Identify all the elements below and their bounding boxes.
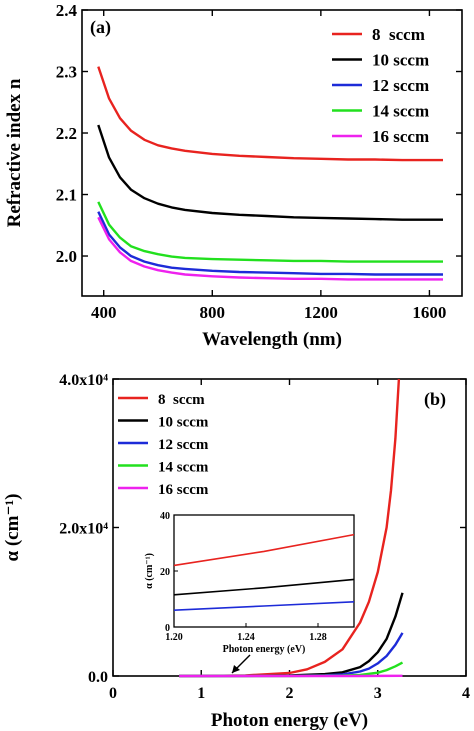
y-tick-label: 2.0 <box>56 247 77 266</box>
x-axis-label: Wavelength (nm) <box>202 329 342 350</box>
legend-label-1: 8 sccm <box>158 392 205 408</box>
legend-label-2: 10 sccm <box>372 51 429 70</box>
inset-y-tick-label: 0 <box>165 623 170 634</box>
x-tick-label: 1 <box>197 685 205 702</box>
legend-label-1: 8 sccm <box>372 25 425 44</box>
y-tick-label: 2.3 <box>56 63 77 82</box>
y-axis-label: Refractive index n <box>4 78 25 227</box>
y-tick-label: 4.0x10⁴ <box>59 372 108 389</box>
x-tick-label: 800 <box>200 303 226 322</box>
x-tick-label: 2 <box>286 685 294 702</box>
legend-label-5: 16 sccm <box>158 482 209 498</box>
panel-a: 400 800 1200 1600 2.0 2.1 2.2 2.3 2.4 Wavelength … <box>4 1 463 350</box>
series-line-1 <box>97 66 443 162</box>
y-tick-label: 2.4 <box>56 1 78 20</box>
inset-x-tick-label: 1.20 <box>165 632 183 643</box>
inset-x-tick-label: 1.28 <box>309 632 327 643</box>
series-line-5 <box>97 216 443 281</box>
x-tick-label: 1600 <box>412 303 446 322</box>
inset-x-axis-label: Photon energy (eV) <box>223 644 306 655</box>
y-axis-label: α (cm⁻¹) <box>2 494 23 562</box>
x-tick-label: 0 <box>109 685 117 702</box>
panel-label: (b) <box>424 389 446 410</box>
inset-series-line-1 <box>173 533 355 567</box>
inset-x-tick-label: 1.24 <box>237 632 255 643</box>
legend-label-2: 10 sccm <box>158 415 209 431</box>
x-axis-label: Photon energy (eV) <box>211 710 368 731</box>
inset-y-axis-label: α (cm⁻¹) <box>144 553 155 589</box>
panel-b: 0 1 2 3 4 0.0 2.0x10⁴ 4.0x10⁴ Photon energy (eV)… <box>2 372 470 731</box>
inset-y-tick-label: 20 <box>160 567 170 578</box>
legend-label-4: 14 sccm <box>372 102 429 121</box>
x-tick-label: 4 <box>462 685 470 702</box>
x-tick-label: 400 <box>91 303 117 322</box>
x-tick-label: 3 <box>374 685 382 702</box>
x-tick-label: 1200 <box>304 303 338 322</box>
plot-frame <box>81 9 463 297</box>
legend-label-4: 14 sccm <box>158 460 209 476</box>
series-line-4 <box>97 201 443 263</box>
inset-frame <box>173 514 355 628</box>
inset-series-line-3 <box>173 601 355 611</box>
series-line-3 <box>97 211 443 276</box>
panel-label: (a) <box>90 17 111 38</box>
series-line-2 <box>97 124 443 221</box>
inset-series-line-2 <box>173 578 355 596</box>
legend-label-3: 12 sccm <box>372 76 429 95</box>
y-tick-label: 0.0 <box>88 669 108 686</box>
inset-pointer-arrowhead <box>232 665 240 673</box>
legend-label-3: 12 sccm <box>158 437 209 453</box>
y-tick-label: 2.0x10⁴ <box>59 521 108 538</box>
y-tick-label: 2.1 <box>56 186 77 205</box>
legend-label-5: 16 sccm <box>372 127 429 146</box>
y-tick-label: 2.2 <box>56 124 77 143</box>
inset-y-tick-label: 40 <box>160 511 170 522</box>
